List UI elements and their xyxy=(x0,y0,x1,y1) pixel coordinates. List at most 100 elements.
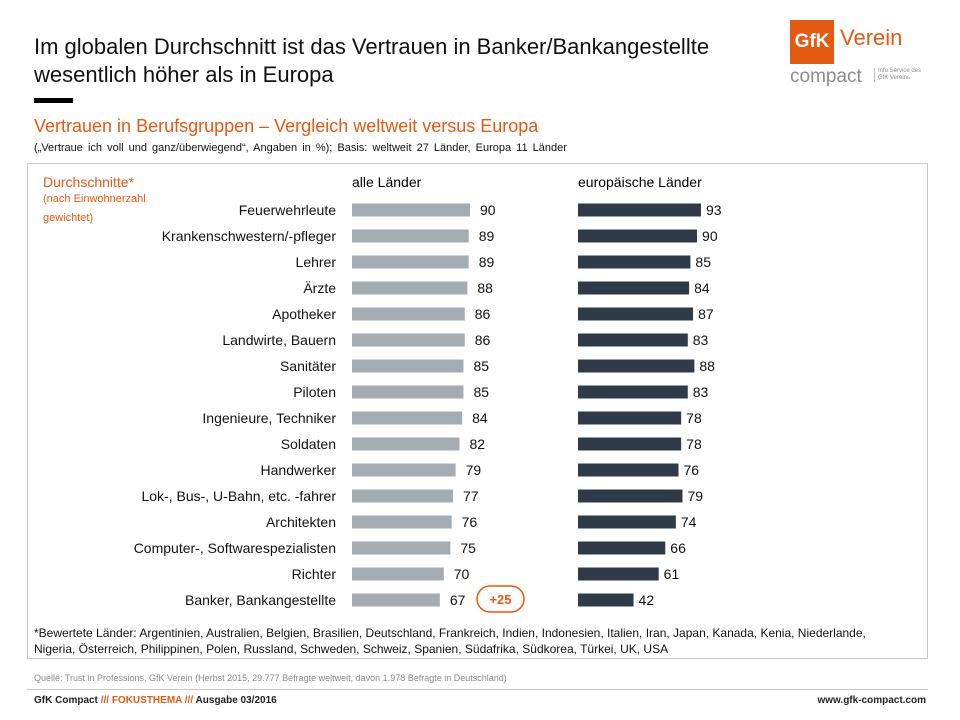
bar-european-countries xyxy=(578,593,634,607)
bar-all-countries xyxy=(352,515,452,529)
gfk-verein-logo: GfK Verein compact Info Service des GfK … xyxy=(786,18,936,88)
chart-panel xyxy=(27,163,928,659)
bar-european-countries xyxy=(578,229,698,243)
value-label-all-countries: 84 xyxy=(472,410,488,426)
category-label: Lehrer xyxy=(296,254,337,270)
category-label: Piloten xyxy=(293,384,336,400)
value-label-european-countries: 61 xyxy=(664,566,680,582)
gfk-logo-mark: GfK xyxy=(790,20,834,64)
footer-url: www.gfk-compact.com xyxy=(817,695,926,706)
bar-all-countries xyxy=(352,385,464,399)
difference-highlight xyxy=(476,585,525,613)
value-label-european-countries: 78 xyxy=(686,410,702,426)
value-label-european-countries: 79 xyxy=(687,488,703,504)
bar-european-countries xyxy=(578,541,666,555)
page-title: Im globalen Durchschnitt ist das Vertrau… xyxy=(34,33,794,89)
value-label-european-countries: 93 xyxy=(706,202,722,218)
bar-european-countries xyxy=(578,359,695,373)
value-label-all-countries: 86 xyxy=(475,306,491,322)
bar-all-countries xyxy=(352,229,469,243)
value-label-european-countries: 78 xyxy=(686,436,702,452)
bar-european-countries xyxy=(578,385,688,399)
value-label-european-countries: 66 xyxy=(670,540,686,556)
category-label: Ingenieure, Techniker xyxy=(202,410,336,426)
title-line-2: wesentlich höher als in Europa xyxy=(34,62,334,87)
logo-compact-text: compact xyxy=(790,66,862,87)
footer-brand: GfK Compact xyxy=(34,695,98,706)
value-label-european-countries: 76 xyxy=(684,462,700,478)
bar-all-countries xyxy=(352,567,444,581)
value-label-all-countries: 89 xyxy=(479,228,495,244)
value-label-european-countries: 83 xyxy=(693,384,709,400)
bar-european-countries xyxy=(578,307,694,321)
category-label: Computer-, Softwarespezialisten xyxy=(134,540,336,556)
bar-european-countries xyxy=(578,333,688,347)
bar-european-countries xyxy=(578,489,683,503)
bar-european-countries xyxy=(578,437,682,451)
bar-european-countries xyxy=(578,203,701,217)
category-label: Soldaten xyxy=(281,436,336,452)
footer-divider xyxy=(27,689,928,690)
value-label-all-countries: 76 xyxy=(462,514,478,530)
footer-separator: /// xyxy=(100,695,110,706)
value-label-all-countries: 85 xyxy=(473,358,489,374)
footer-left: GfK Compact /// FOKUSTHEMA /// Ausgabe 0… xyxy=(34,695,277,706)
category-label: Richter xyxy=(292,566,337,582)
bar-european-countries xyxy=(578,463,679,477)
value-label-european-countries: 42 xyxy=(639,592,655,608)
value-label-all-countries: 70 xyxy=(454,566,470,582)
category-label: Banker, Bankangestellte xyxy=(185,592,336,608)
category-label: Landwirte, Bauern xyxy=(222,332,336,348)
bar-european-countries xyxy=(578,567,659,581)
logo-verein-text: Verein xyxy=(840,25,903,50)
value-label-all-countries: 85 xyxy=(473,384,489,400)
value-label-all-countries: 75 xyxy=(460,540,476,556)
category-label: Lok-, Bus-, U-Bahn, etc. -fahrer xyxy=(141,488,336,504)
legend-main: Durchschnitte* xyxy=(43,174,135,190)
bar-all-countries xyxy=(352,281,468,295)
chart-subtitle: Vertrauen in Berufsgruppen – Vergleich w… xyxy=(34,116,539,136)
value-label-all-countries: 90 xyxy=(480,202,496,218)
value-label-all-countries: 67 xyxy=(450,592,466,608)
bar-all-countries xyxy=(352,541,451,555)
bar-all-countries xyxy=(352,255,469,269)
title-underline xyxy=(34,98,73,103)
bar-all-countries xyxy=(352,437,460,451)
countries-footnote: *Bewertete Länder: Argentinien, Australi… xyxy=(34,626,866,656)
bar-all-countries xyxy=(352,593,440,607)
legend-sub: (nach Einwohnerzahl gewichtet) xyxy=(43,193,146,224)
value-label-european-countries: 74 xyxy=(681,514,697,530)
category-label: Feuerwehrleute xyxy=(239,202,336,218)
bar-european-countries xyxy=(578,255,691,269)
source-note: Quelle: Trust in Professions, GfK Verein… xyxy=(34,673,507,683)
column-header-european-countries: europäische Länder xyxy=(578,174,702,190)
bar-all-countries xyxy=(352,489,453,503)
value-label-european-countries: 87 xyxy=(698,306,714,322)
bar-all-countries xyxy=(352,463,456,477)
value-label-european-countries: 85 xyxy=(695,254,711,270)
category-label: Krankenschwestern/-pfleger xyxy=(162,228,337,244)
bar-european-countries xyxy=(578,411,682,425)
footer-topic: FOKUSTHEMA xyxy=(111,695,182,706)
title-line-1: Im globalen Durchschnitt ist das Vertrau… xyxy=(34,34,710,59)
value-label-all-countries: 77 xyxy=(463,488,479,504)
bar-european-countries xyxy=(578,281,690,295)
bar-all-countries xyxy=(352,333,465,347)
bar-european-countries xyxy=(578,515,676,529)
value-label-all-countries: 79 xyxy=(466,462,482,478)
category-label: Apotheker xyxy=(272,306,336,322)
value-label-european-countries: 84 xyxy=(694,280,710,296)
bar-all-countries xyxy=(352,359,464,373)
bar-all-countries xyxy=(352,411,463,425)
value-label-european-countries: 83 xyxy=(693,332,709,348)
value-label-all-countries: 86 xyxy=(475,332,491,348)
logo-note: Info Service des GfK Vereins xyxy=(874,68,921,82)
averages-legend: Durchschnitte* (nach Einwohnerzahl gewic… xyxy=(43,174,193,228)
footer-issue: Ausgabe 03/2016 xyxy=(195,695,277,706)
difference-annotation: +25 xyxy=(489,592,511,607)
value-label-all-countries: 88 xyxy=(477,280,493,296)
value-label-all-countries: 89 xyxy=(479,254,495,270)
category-label: Architekten xyxy=(266,514,336,530)
bar-all-countries xyxy=(352,307,465,321)
value-label-all-countries: 82 xyxy=(470,436,486,452)
